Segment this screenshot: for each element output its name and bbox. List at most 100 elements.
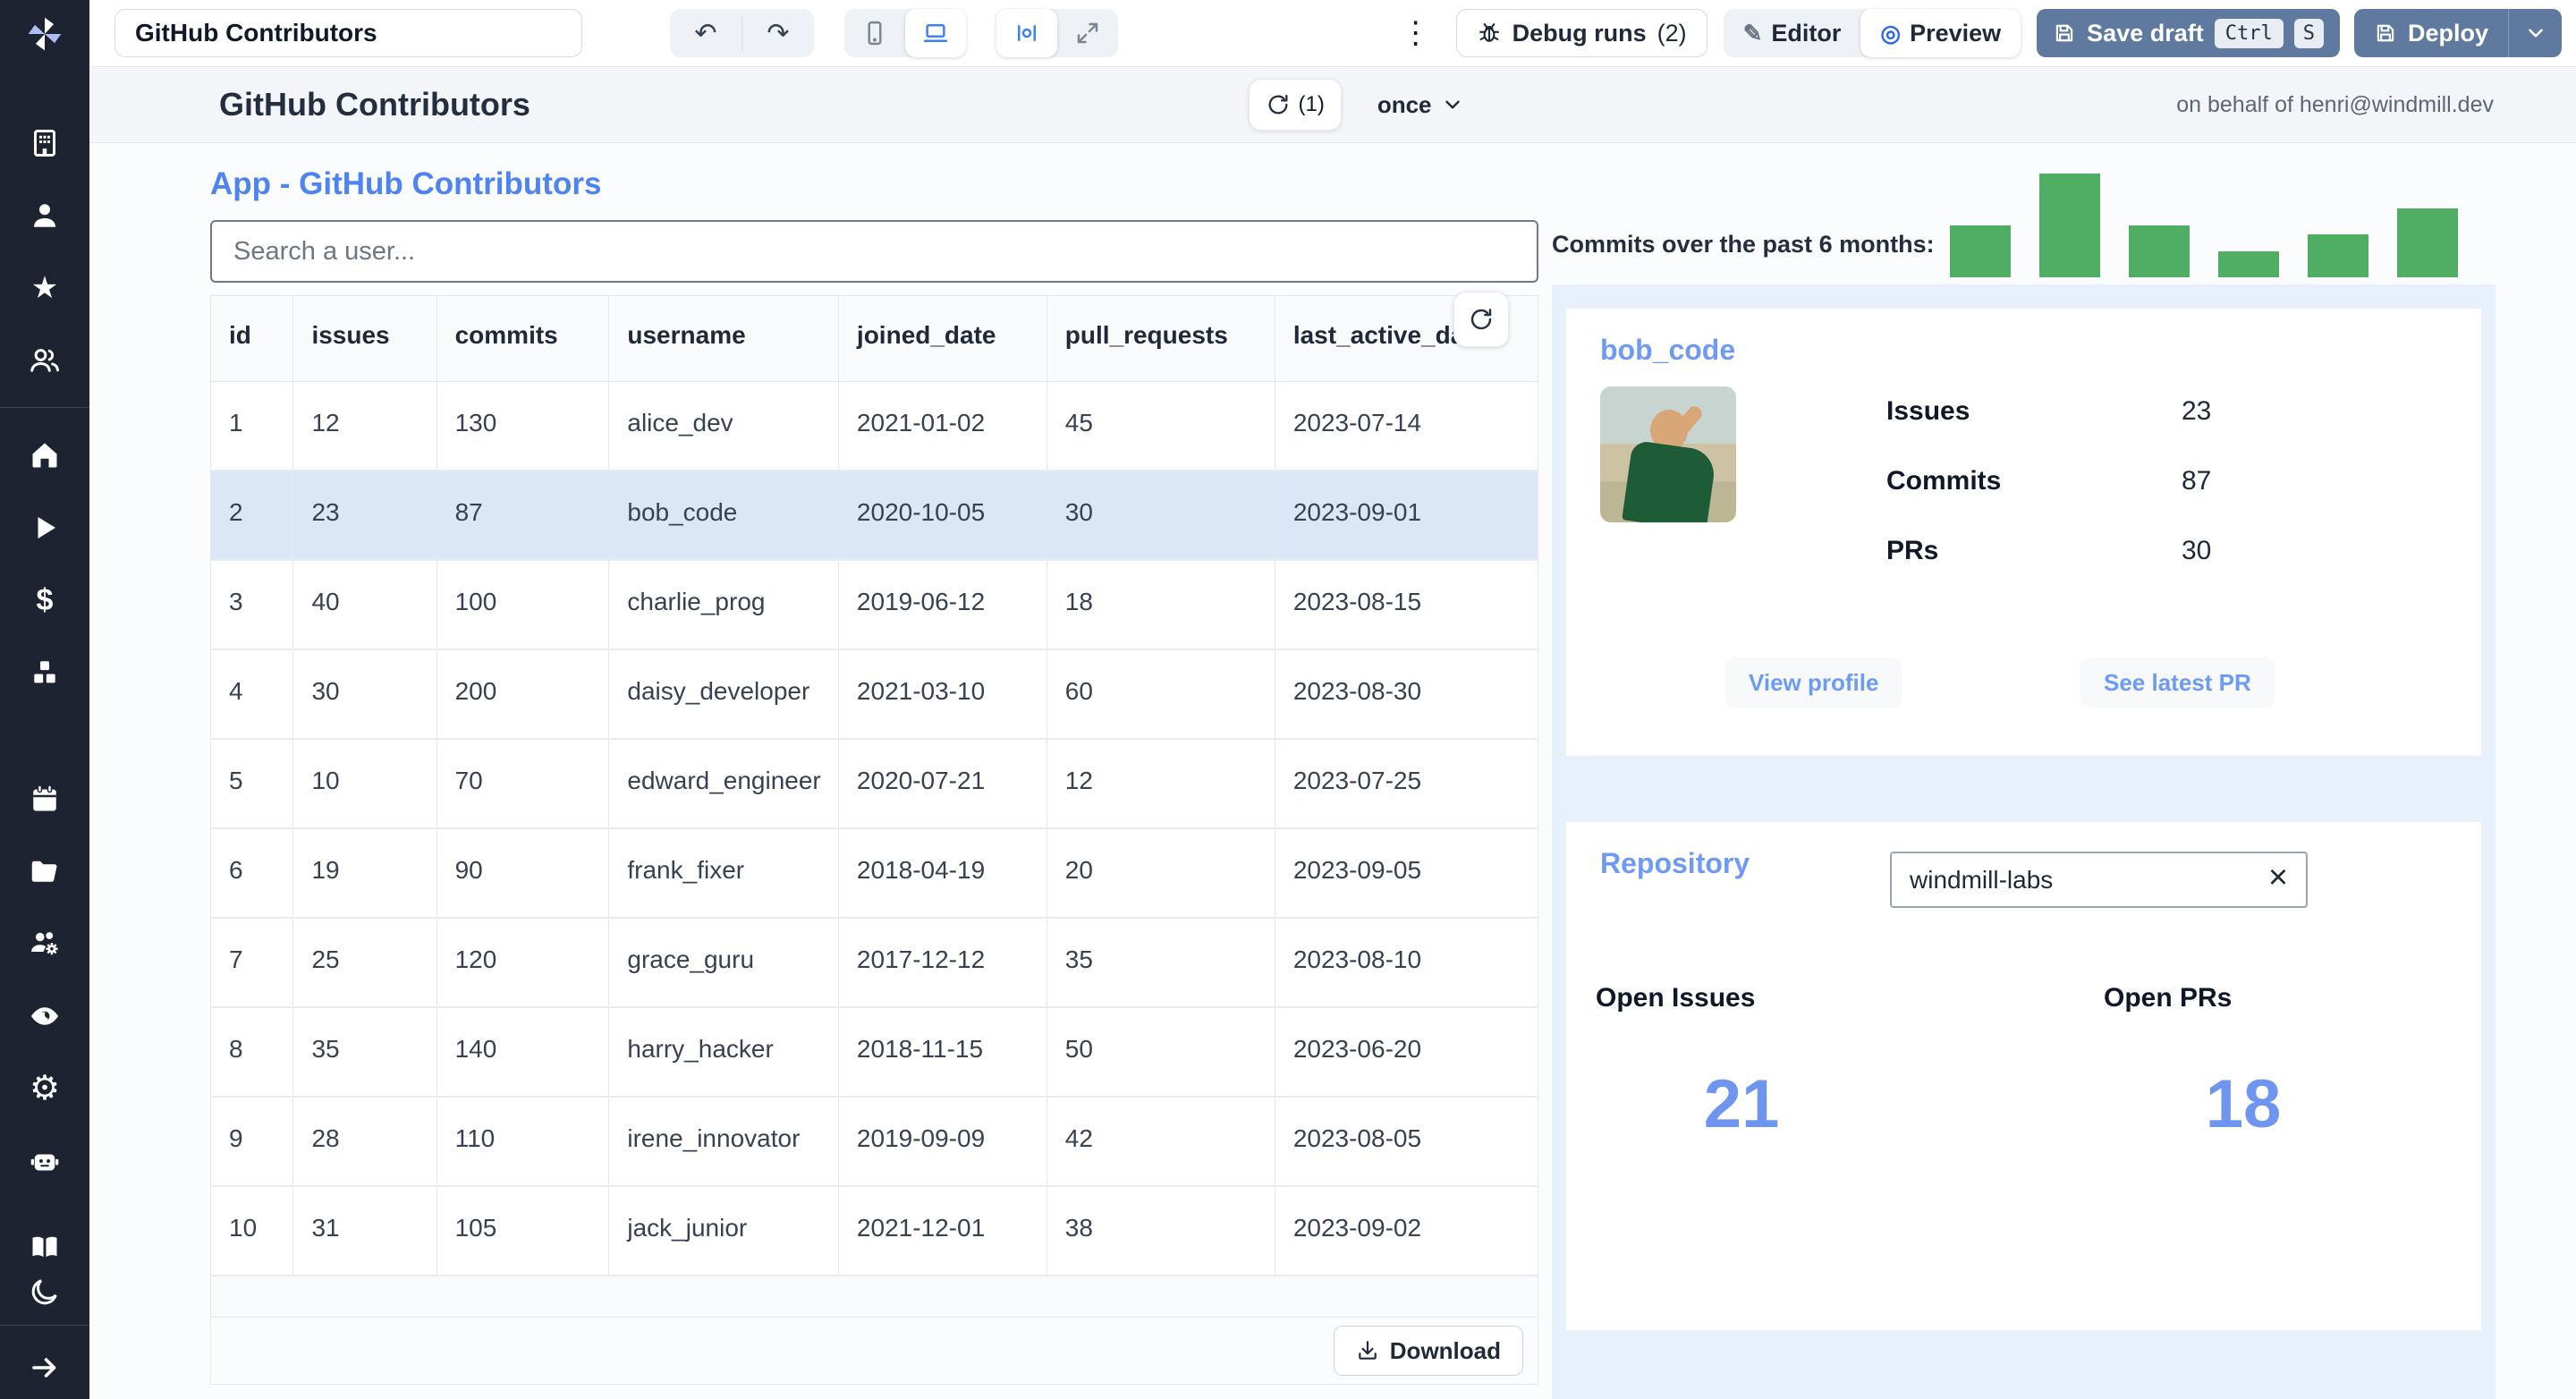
table-cell[interactable]: 40 <box>292 560 437 650</box>
table-cell[interactable]: 18 <box>1046 560 1275 650</box>
table-cell[interactable]: 1 <box>211 381 294 471</box>
column-header[interactable]: issues <box>292 296 437 382</box>
sidebar-item-theme[interactable] <box>0 1269 89 1314</box>
table-cell[interactable]: irene_innovator <box>608 1097 839 1187</box>
debug-runs-button[interactable]: Debug runs (2) <box>1455 9 1707 57</box>
table-row[interactable]: 3 40 100 charlie_prog 2019-06-12 18 2023-08-15 <box>211 560 1538 650</box>
table-cell[interactable]: 20 <box>1046 828 1275 919</box>
table-cell[interactable]: frank_fixer <box>608 828 839 919</box>
table-cell[interactable]: 2023-09-05 <box>1275 828 1538 919</box>
desktop-view-button[interactable] <box>905 9 966 57</box>
see-latest-pr-button[interactable]: See latest PR <box>2080 657 2275 708</box>
sidebar-item-workers[interactable] <box>0 907 89 979</box>
sidebar-item-groups[interactable] <box>0 324 89 396</box>
table-cell[interactable]: 2017-12-12 <box>838 918 1047 1008</box>
table-cell[interactable]: 2023-08-15 <box>1275 560 1538 650</box>
table-cell[interactable]: 130 <box>436 381 610 471</box>
deploy-button[interactable]: Deploy <box>2353 9 2508 57</box>
view-profile-button[interactable]: View profile <box>1725 657 1902 708</box>
table-cell[interactable]: 140 <box>436 1007 610 1098</box>
redo-button[interactable]: ↷ <box>742 9 814 57</box>
table-row[interactable]: 4 30 200 daisy_developer 2021-03-10 60 2023-08… <box>211 649 1538 740</box>
table-cell[interactable]: jack_junior <box>608 1186 839 1276</box>
table-cell[interactable]: 35 <box>292 1007 437 1098</box>
table-cell[interactable]: 2019-06-12 <box>838 560 1047 650</box>
sidebar-item-schedules[interactable] <box>0 762 89 835</box>
table-cell[interactable]: bob_code <box>608 471 839 561</box>
table-row[interactable]: 8 35 140 harry_hacker 2018-11-15 50 2023-06-20 <box>211 1007 1538 1098</box>
mobile-view-button[interactable] <box>844 9 905 57</box>
table-cell[interactable]: 30 <box>1046 471 1275 561</box>
schedule-dropdown[interactable]: once <box>1377 91 1464 119</box>
table-cell[interactable]: 2021-03-10 <box>838 649 1047 740</box>
sidebar-item-user[interactable] <box>0 179 89 251</box>
table-cell[interactable]: 2023-09-01 <box>1275 471 1538 561</box>
sidebar-item-runs[interactable] <box>0 491 89 564</box>
preview-tab[interactable]: ◎ Preview <box>1860 9 2021 57</box>
deploy-caret-button[interactable] <box>2508 9 2562 57</box>
column-header[interactable]: username <box>608 296 839 382</box>
save-draft-button[interactable]: Save draft Ctrl S <box>2037 9 2340 57</box>
column-header[interactable]: pull_requests <box>1046 296 1275 382</box>
table-cell[interactable]: 35 <box>1046 918 1275 1008</box>
table-cell[interactable]: 2019-09-09 <box>838 1097 1047 1187</box>
table-cell[interactable]: 2021-01-02 <box>838 381 1047 471</box>
table-cell[interactable]: 60 <box>1046 649 1275 740</box>
table-cell[interactable]: 4 <box>211 649 294 740</box>
table-row[interactable]: 10 31 105 jack_junior 2021-12-01 38 2023-09-02 <box>211 1186 1538 1276</box>
sidebar-item-resources[interactable] <box>0 636 89 708</box>
table-cell[interactable]: 2023-09-02 <box>1275 1186 1538 1276</box>
table-cell[interactable]: 10 <box>292 739 437 829</box>
table-cell[interactable]: 2023-07-25 <box>1275 739 1538 829</box>
table-cell[interactable]: 28 <box>292 1097 437 1187</box>
clear-input-icon[interactable]: × <box>2258 857 2299 898</box>
table-cell[interactable]: 7 <box>211 918 294 1008</box>
table-cell[interactable]: 2023-06-20 <box>1275 1007 1538 1098</box>
table-cell[interactable]: 6 <box>211 828 294 919</box>
sidebar-item-audit[interactable] <box>0 979 89 1052</box>
table-cell[interactable]: 45 <box>1046 381 1275 471</box>
table-cell[interactable]: 8 <box>211 1007 294 1098</box>
refresh-app-button[interactable]: (1) <box>1249 79 1342 131</box>
table-cell[interactable]: 50 <box>1046 1007 1275 1098</box>
download-button[interactable]: Download <box>1333 1326 1523 1376</box>
table-cell[interactable]: 10 <box>211 1186 294 1276</box>
table-cell[interactable]: 23 <box>292 471 437 561</box>
table-cell[interactable]: 25 <box>292 918 437 1008</box>
table-cell[interactable]: 3 <box>211 560 294 650</box>
table-cell[interactable]: 5 <box>211 739 294 829</box>
table-cell[interactable]: 90 <box>436 828 610 919</box>
table-cell[interactable]: 9 <box>211 1097 294 1187</box>
table-row[interactable]: 1 12 130 alice_dev 2021-01-02 45 2023-07-14 <box>211 381 1538 471</box>
table-cell[interactable]: 42 <box>1046 1097 1275 1187</box>
table-cell[interactable]: 120 <box>436 918 610 1008</box>
app-title-input[interactable] <box>114 9 582 57</box>
table-cell[interactable]: 105 <box>436 1186 610 1276</box>
table-cell[interactable]: 2020-07-21 <box>838 739 1047 829</box>
table-cell[interactable]: 2021-12-01 <box>838 1186 1047 1276</box>
more-options-button[interactable]: ⋮ <box>1388 18 1444 48</box>
table-cell[interactable]: 200 <box>436 649 610 740</box>
sidebar-item-expand[interactable] <box>0 1336 89 1399</box>
table-cell[interactable]: 38 <box>1046 1186 1275 1276</box>
table-cell[interactable]: 2020-10-05 <box>838 471 1047 561</box>
center-layout-button[interactable] <box>996 9 1057 57</box>
table-cell[interactable]: 2 <box>211 471 294 561</box>
column-header[interactable]: id <box>211 296 294 382</box>
search-input[interactable] <box>210 220 1538 283</box>
sidebar-item-home[interactable] <box>0 419 89 491</box>
table-row[interactable]: 2 23 87 bob_code 2020-10-05 30 2023-09-01 <box>211 471 1538 561</box>
sidebar-item-docs[interactable] <box>0 1225 89 1269</box>
table-cell[interactable]: 100 <box>436 560 610 650</box>
column-header[interactable]: commits <box>436 296 610 382</box>
table-cell[interactable]: 2023-08-10 <box>1275 918 1538 1008</box>
sidebar-item-favorites[interactable]: ★ <box>0 251 89 324</box>
table-cell[interactable]: 2023-08-05 <box>1275 1097 1538 1187</box>
sidebar-item-workspace[interactable] <box>0 106 89 179</box>
table-row[interactable]: 9 28 110 irene_innovator 2019-09-09 42 2023-08… <box>211 1097 1538 1187</box>
table-cell[interactable]: 31 <box>292 1186 437 1276</box>
table-cell[interactable]: daisy_developer <box>608 649 839 740</box>
fullscreen-button[interactable] <box>1057 9 1118 57</box>
table-cell[interactable]: 70 <box>436 739 610 829</box>
sidebar-item-variables[interactable]: $ <box>0 564 89 636</box>
